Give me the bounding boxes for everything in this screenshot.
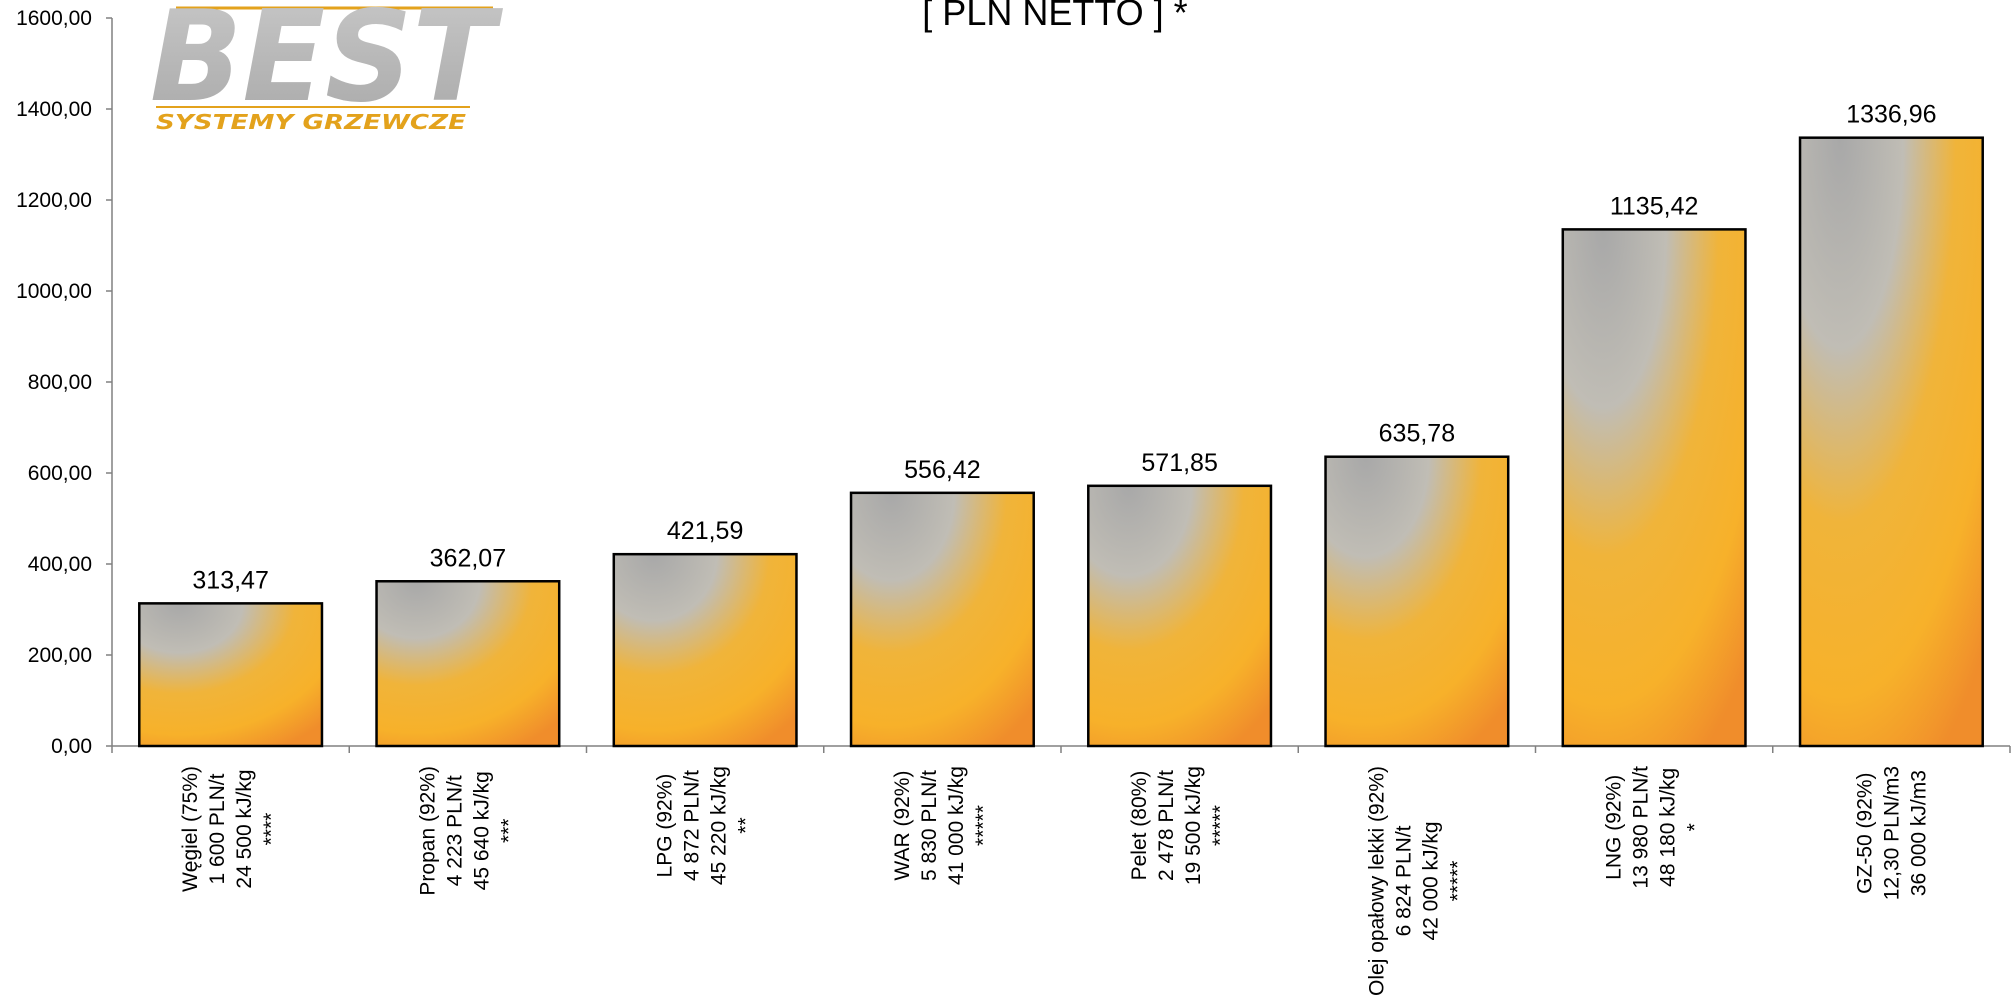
- bar: [375, 580, 561, 748]
- category-label: *****: [972, 805, 995, 846]
- category-label: Pelet (80%): [1128, 771, 1151, 881]
- category-label: 45 640 kJ/kg: [470, 771, 493, 890]
- chart-title: [ PLN NETTO ] *: [922, 0, 1187, 33]
- category-label: 2 478 PLN/t: [1155, 770, 1178, 881]
- category-label: 41 000 kJ/kg: [945, 766, 968, 885]
- data-label: 571,85: [1141, 449, 1217, 477]
- bar: [1798, 136, 1984, 748]
- logo-wordmark: BEST: [150, 0, 504, 130]
- category-label: 48 180 kJ/kg: [1657, 768, 1680, 887]
- category-label: GZ-50 (92%): [1853, 772, 1876, 893]
- data-label: 313,47: [192, 566, 268, 594]
- category-label: 13 980 PLN/t: [1630, 766, 1653, 889]
- category-label: 24 500 kJ/kg: [233, 769, 256, 888]
- category-label: WAR (92%): [891, 771, 914, 881]
- category-label: *: [1684, 823, 1707, 831]
- category-label: LNG (92%): [1603, 775, 1626, 880]
- bar: [1561, 228, 1747, 748]
- bar: [1324, 455, 1510, 748]
- category-label: Olej opałowy lekki (92%): [1365, 766, 1388, 996]
- bar: [612, 552, 798, 748]
- category-label: 12,30 PLN/m3: [1880, 766, 1903, 900]
- category-label: 4 223 PLN/t: [443, 775, 466, 886]
- y-tick-label: 0,00: [51, 735, 92, 758]
- category-label: Propan (92%): [416, 766, 439, 896]
- y-tick-label: 1400,00: [16, 98, 92, 121]
- data-label: 421,59: [667, 517, 743, 545]
- category-label: **: [735, 817, 758, 833]
- category-label: 19 500 kJ/kg: [1182, 766, 1205, 885]
- category-label: LPG (92%): [654, 774, 677, 878]
- category-label: 6 824 PLN/t: [1392, 825, 1415, 936]
- bar: [138, 602, 324, 748]
- category-label: *****: [1209, 805, 1232, 846]
- y-tick-label: 1600,00: [16, 7, 92, 30]
- logo-tagline: SYSTEMY GRZEWCZE: [156, 110, 466, 134]
- category-label: 1 600 PLN/t: [206, 773, 229, 884]
- y-tick-label: 800,00: [28, 371, 92, 394]
- data-label: 362,07: [430, 544, 506, 572]
- category-label: *****: [1446, 861, 1469, 902]
- category-label: ****: [260, 813, 283, 846]
- data-label: 1135,42: [1610, 192, 1699, 220]
- y-tick-label: 1200,00: [16, 189, 92, 212]
- y-tick-label: 600,00: [28, 462, 92, 485]
- category-label: 45 220 kJ/kg: [708, 766, 731, 885]
- bar: [1087, 484, 1273, 748]
- y-tick-label: 1000,00: [16, 280, 92, 303]
- data-label: 635,78: [1379, 420, 1455, 448]
- y-tick-label: 400,00: [28, 553, 92, 576]
- bar: [849, 491, 1035, 748]
- category-label: ***: [497, 819, 520, 844]
- category-label: 42 000 kJ/kg: [1419, 821, 1442, 940]
- y-tick-label: 200,00: [28, 644, 92, 667]
- data-label: 1336,96: [1846, 101, 1936, 129]
- category-label: 5 830 PLN/t: [918, 770, 941, 881]
- category-label: 4 872 PLN/t: [681, 770, 704, 881]
- category-label: Węgiel (75%): [179, 766, 202, 892]
- category-label: 36 000 kJ/m3: [1907, 770, 1930, 896]
- best-logo: BEST SYSTEMY GRZEWCZE: [150, 0, 504, 134]
- data-label: 556,42: [904, 456, 980, 484]
